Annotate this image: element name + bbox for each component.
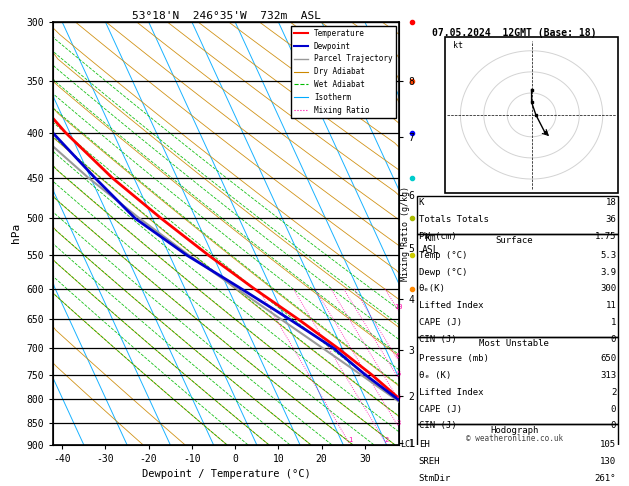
Text: 10: 10 xyxy=(394,304,403,310)
Text: StmDir: StmDir xyxy=(419,474,451,483)
Bar xyxy=(416,424,618,486)
X-axis label: Dewpoint / Temperature (°C): Dewpoint / Temperature (°C) xyxy=(142,469,311,479)
Text: 2: 2 xyxy=(611,388,616,397)
Text: PW (cm): PW (cm) xyxy=(419,232,457,241)
Bar xyxy=(416,196,618,234)
Y-axis label: km
ASL: km ASL xyxy=(422,233,440,255)
Text: 5.3: 5.3 xyxy=(600,251,616,260)
Text: Hodograph: Hodograph xyxy=(490,426,538,434)
Text: Pressure (mb): Pressure (mb) xyxy=(419,354,489,363)
Text: 6: 6 xyxy=(396,353,400,359)
Text: EH: EH xyxy=(419,440,430,449)
Text: CAPE (J): CAPE (J) xyxy=(419,404,462,414)
Text: 11: 11 xyxy=(606,301,616,311)
Text: CIN (J): CIN (J) xyxy=(419,335,457,344)
Text: 5: 5 xyxy=(396,371,401,377)
Text: CIN (J): CIN (J) xyxy=(419,421,457,431)
Text: Mixing Ratio (g/kg): Mixing Ratio (g/kg) xyxy=(401,186,410,281)
Text: 4: 4 xyxy=(397,394,401,399)
Text: 261°: 261° xyxy=(594,474,616,483)
Text: LCL: LCL xyxy=(400,440,415,449)
Text: 313: 313 xyxy=(600,371,616,380)
Text: CAPE (J): CAPE (J) xyxy=(419,318,462,327)
Text: © weatheronline.co.uk: © weatheronline.co.uk xyxy=(465,434,563,443)
Text: 650: 650 xyxy=(600,354,616,363)
Text: 0: 0 xyxy=(611,421,616,431)
Text: kt: kt xyxy=(454,41,464,50)
Text: Temp (°C): Temp (°C) xyxy=(419,251,467,260)
Text: Lifted Index: Lifted Index xyxy=(419,388,483,397)
Text: θₑ (K): θₑ (K) xyxy=(419,371,451,380)
Title: 53°18'N  246°35'W  732m  ASL: 53°18'N 246°35'W 732m ASL xyxy=(132,11,321,21)
Text: Totals Totals: Totals Totals xyxy=(419,215,489,224)
Text: 07.05.2024  12GMT (Base: 18): 07.05.2024 12GMT (Base: 18) xyxy=(432,28,596,38)
Text: 3: 3 xyxy=(396,419,401,426)
Text: 105: 105 xyxy=(600,440,616,449)
Legend: Temperature, Dewpoint, Parcel Trajectory, Dry Adiabat, Wet Adiabat, Isotherm, Mi: Temperature, Dewpoint, Parcel Trajectory… xyxy=(291,26,396,118)
Text: Dewp (°C): Dewp (°C) xyxy=(419,267,467,277)
Bar xyxy=(416,234,618,337)
Text: 130: 130 xyxy=(600,457,616,466)
Text: SREH: SREH xyxy=(419,457,440,466)
Text: 3.9: 3.9 xyxy=(600,267,616,277)
Text: 0: 0 xyxy=(611,404,616,414)
Bar xyxy=(416,337,618,424)
Text: Most Unstable: Most Unstable xyxy=(479,339,549,348)
Bar xyxy=(445,36,618,193)
Text: 2: 2 xyxy=(385,437,389,443)
Y-axis label: hPa: hPa xyxy=(11,223,21,243)
Text: 0: 0 xyxy=(611,335,616,344)
Text: Surface: Surface xyxy=(496,236,533,245)
Text: K: K xyxy=(419,198,424,207)
Text: 1: 1 xyxy=(611,318,616,327)
Text: 300: 300 xyxy=(600,284,616,294)
Text: 1: 1 xyxy=(348,437,352,443)
Text: Lifted Index: Lifted Index xyxy=(419,301,483,311)
Text: 1.75: 1.75 xyxy=(594,232,616,241)
Text: 18: 18 xyxy=(606,198,616,207)
Text: θₑ(K): θₑ(K) xyxy=(419,284,445,294)
Text: 36: 36 xyxy=(606,215,616,224)
